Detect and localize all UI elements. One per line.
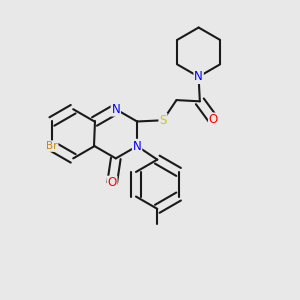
- Text: N: N: [133, 140, 142, 153]
- Text: O: O: [209, 113, 218, 126]
- Text: N: N: [194, 70, 203, 83]
- Text: N: N: [111, 103, 120, 116]
- Text: Br: Br: [46, 141, 58, 151]
- Text: O: O: [107, 176, 117, 190]
- Text: S: S: [159, 114, 167, 127]
